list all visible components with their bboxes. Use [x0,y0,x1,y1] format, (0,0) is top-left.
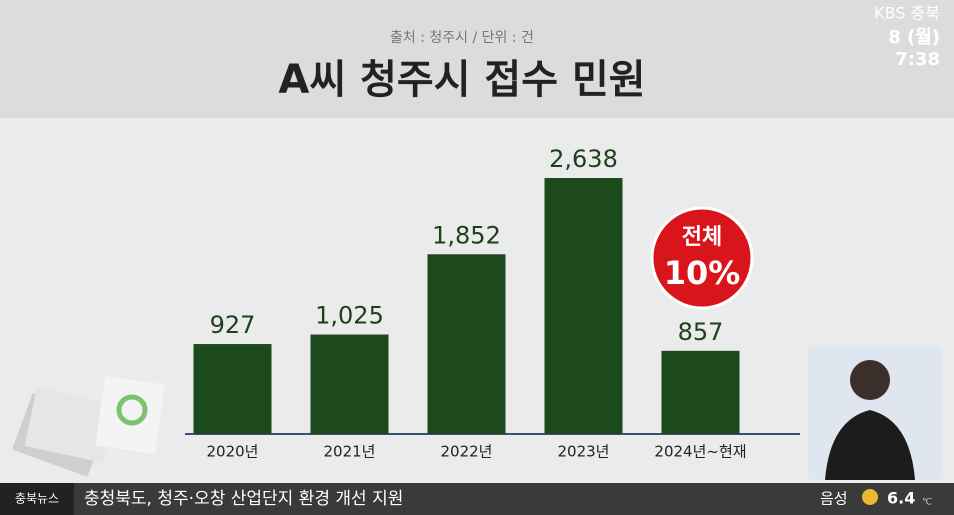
x-tick-label: 2023년 [558,443,610,461]
channel: KBS 충북 [874,4,940,23]
value-label: 1,852 [432,221,501,249]
bar [661,350,740,434]
weather-icon [862,489,878,505]
bar [193,344,272,434]
weather-temp: 6.4 [887,489,915,508]
time: 7:38 [895,49,940,70]
ticker-bar [0,483,954,515]
ticker-headline: 충청북도, 청주·오창 산업단지 환경 개선 지원 [84,489,403,509]
title-band [0,0,954,118]
value-label: 2,638 [549,145,618,173]
badge [650,206,754,310]
value-label: 857 [678,318,724,346]
papers-icon [12,376,165,477]
bar [310,334,389,434]
badge-line2: 10% [664,254,741,292]
date: 8 (월) [888,27,940,48]
ticker-label: 충북뉴스 [15,492,59,506]
value-label: 1,025 [315,302,384,330]
x-tick-label: 2022년 [441,443,493,461]
chart-title: A씨 청주시 접수 민원 [278,57,645,103]
x-tick-label: 2021년 [324,443,376,461]
value-label: 927 [210,311,256,339]
interpreter [808,345,942,480]
source: 출처 : 청주시 / 단위 : 건 [390,30,534,46]
bar [427,254,506,434]
ticker-label-box [0,483,74,515]
weather-unit: ℃ [922,498,932,508]
x-tick-label: 2024년~현재 [654,443,746,461]
x-tick-label: 2020년 [207,443,259,461]
badge-line1: 전체 [682,225,722,250]
weather-location: 음성 [820,490,848,508]
bar [544,178,623,434]
